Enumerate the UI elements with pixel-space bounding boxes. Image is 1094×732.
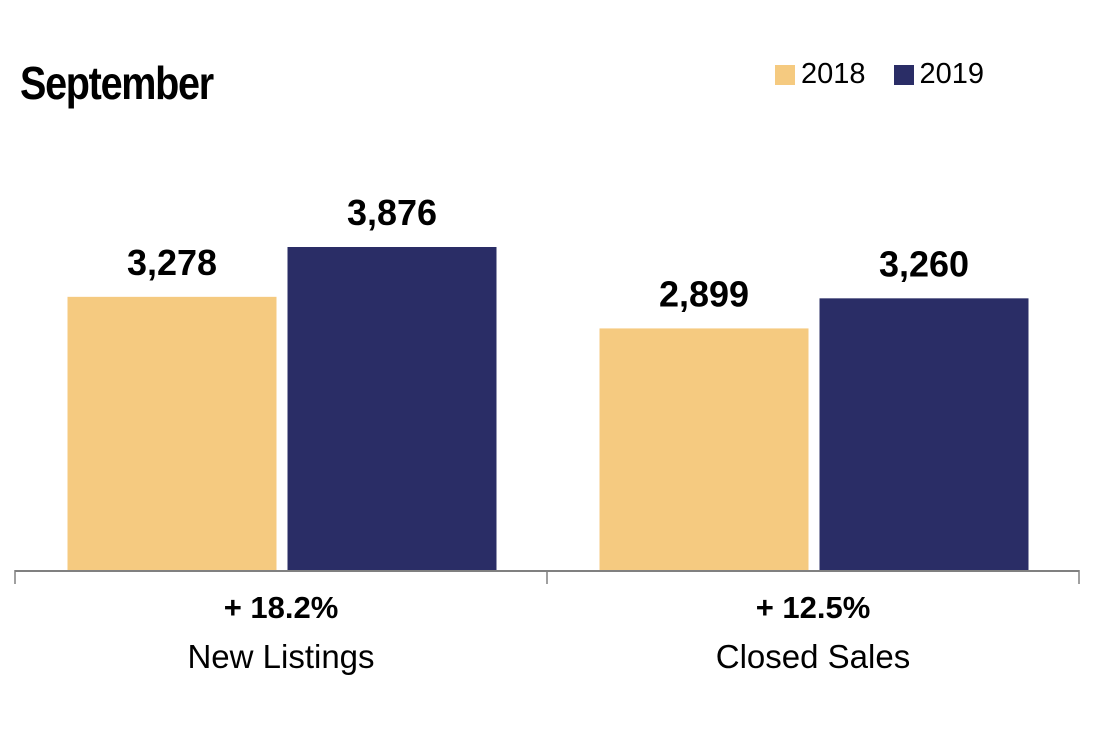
legend-label-2019: 2019 [919, 58, 985, 90]
bar-2019-new-listings [287, 247, 497, 570]
data-label-2018-new-listings: 3,278 [127, 242, 217, 283]
bar-2019-closed-sales [819, 298, 1029, 570]
data-label-2018-closed-sales: 2,899 [659, 273, 749, 314]
data-label-2019-closed-sales: 3,260 [879, 243, 969, 284]
bar-2018-new-listings [67, 296, 277, 570]
legend-swatch-2018 [775, 64, 795, 85]
bar-2018-closed-sales [599, 328, 809, 570]
chart-title: September [20, 57, 214, 109]
legend: 2018 2019 [775, 58, 1012, 91]
legend-label-2018: 2018 [801, 58, 866, 90]
category-label-closed-sales: Closed Sales [716, 638, 910, 675]
data-label-2019-new-listings: 3,876 [347, 192, 437, 233]
change-label-new-listings: + 18.2% [224, 590, 339, 625]
legend-item-2019: 2019 [893, 58, 985, 91]
legend-swatch-2019 [893, 64, 914, 85]
legend-item-2018: 2018 [775, 58, 866, 91]
change-label-closed-sales: + 12.5% [756, 590, 871, 625]
category-label-new-listings: New Listings [187, 638, 374, 675]
